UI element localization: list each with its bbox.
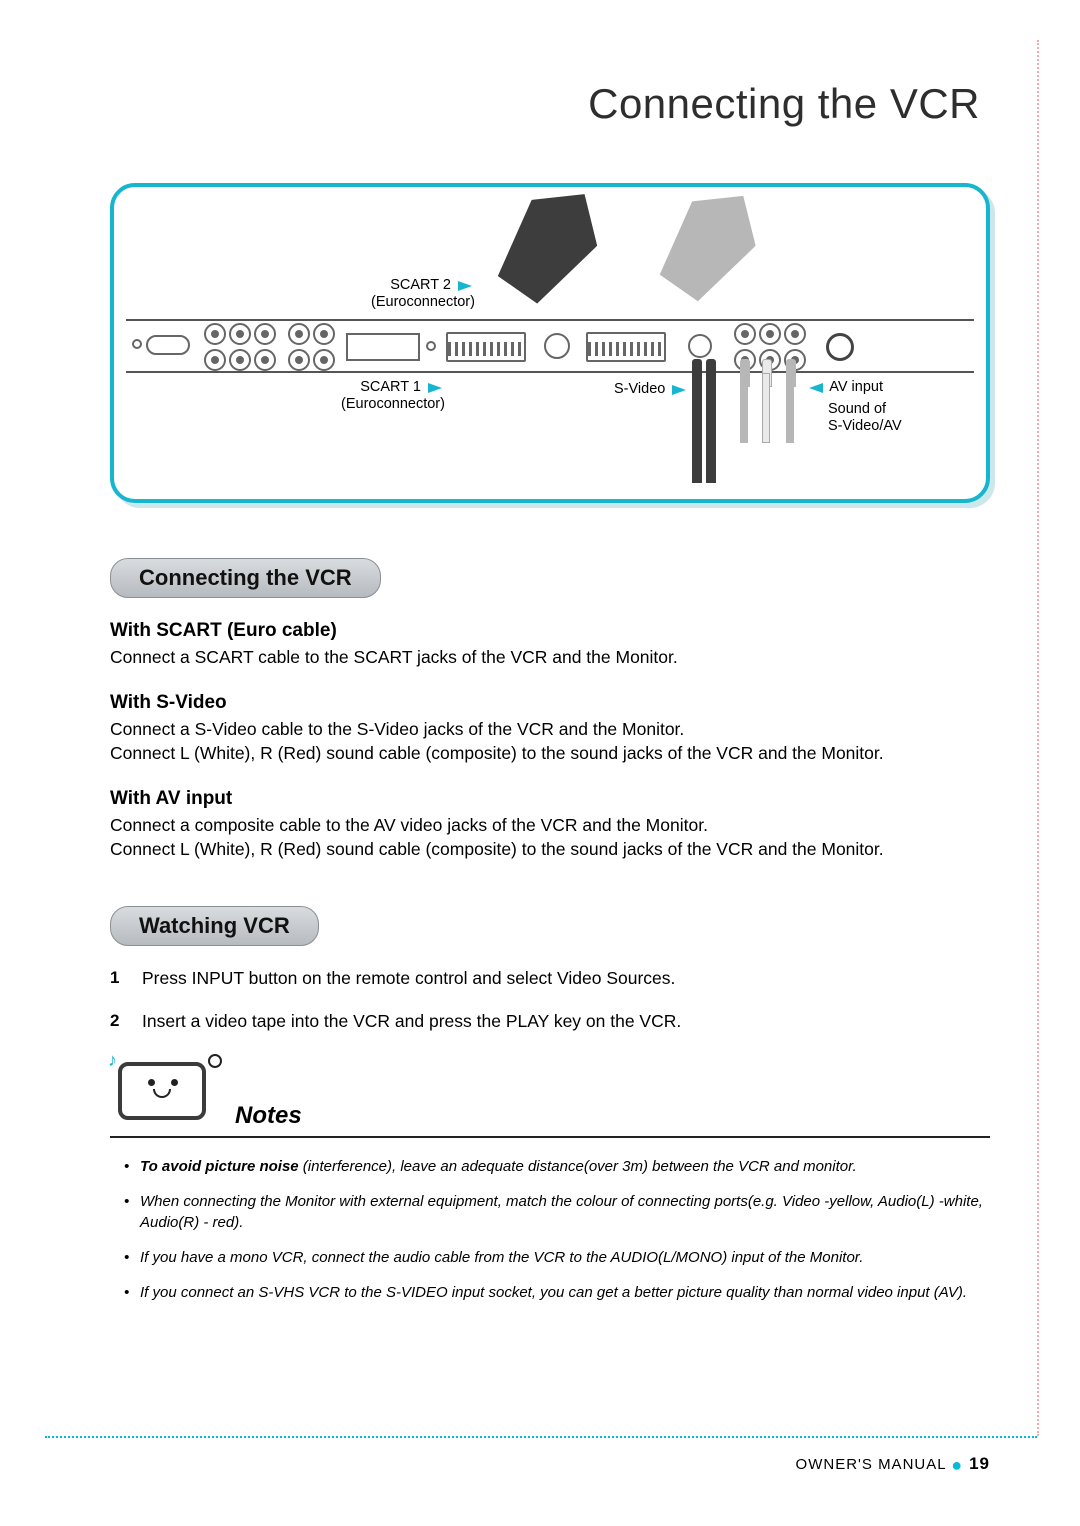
notes-block: ♪ Notes To avoid picture noise (interfer… — [110, 1054, 990, 1303]
cable-gray-ext — [740, 373, 748, 443]
cable-dark-ext — [692, 373, 702, 483]
sub-svideo-body: Connect a S-Video cable to the S-Video j… — [110, 717, 990, 766]
sub-av-head: With AV input — [110, 788, 990, 810]
svideo-port — [688, 334, 712, 358]
section-badge-connect: Connecting the VCR — [110, 558, 381, 598]
scart1-port — [446, 332, 526, 362]
ring-port — [544, 333, 570, 359]
label-svideo: S-Video — [614, 381, 689, 398]
notes-title: Notes — [235, 1102, 302, 1130]
section-badge-watch: Watching VCR — [110, 906, 319, 946]
rca-cluster-top-1 — [204, 323, 335, 345]
tv-character-icon: ♪ — [110, 1054, 220, 1134]
scart-plug-dark — [485, 171, 618, 313]
ant-port — [826, 333, 854, 361]
sub-scart-body: Connect a SCART cable to the SCART jacks… — [110, 645, 990, 670]
rca-cluster-bot-1 — [204, 349, 335, 371]
footer-page: 19 — [969, 1454, 990, 1473]
sub-svideo-head: With S-Video — [110, 692, 990, 714]
note-item: When connecting the Monitor with externa… — [140, 1191, 990, 1233]
sub-scart-head: With SCART (Euro cable) — [110, 620, 990, 642]
footer-label: OWNER'S MANUAL — [796, 1456, 947, 1473]
page-title: Connecting the VCR — [110, 80, 980, 128]
step-row: 1 Press INPUT button on the remote contr… — [110, 968, 990, 989]
dvi-port — [346, 333, 420, 361]
footer: OWNER'S MANUAL ● 19 — [796, 1454, 990, 1476]
cable-white-ext — [762, 373, 770, 443]
arrow-left-icon — [809, 383, 823, 393]
note-item: If you have a mono VCR, connect the audi… — [140, 1247, 990, 1268]
step-num: 2 — [110, 1011, 124, 1032]
cable-gray-ext2 — [786, 373, 794, 443]
sub-av-body: Connect a composite cable to the AV vide… — [110, 813, 990, 862]
scart2-port — [586, 332, 666, 362]
label-scart2: SCART 2 (Euroconnector) — [371, 277, 475, 310]
mini-port-block — [146, 335, 190, 355]
step-row: 2 Insert a video tape into the VCR and p… — [110, 1011, 990, 1032]
step-text: Press INPUT button on the remote control… — [142, 968, 675, 989]
note-item: If you connect an S-VHS VCR to the S-VID… — [140, 1282, 990, 1303]
cable-dark-ext2 — [706, 373, 716, 483]
connection-diagram: SCART 2 (Euroconnector) — [110, 183, 990, 503]
arrow-right-icon — [458, 281, 472, 291]
step-num: 1 — [110, 968, 124, 989]
notes-list: To avoid picture noise (interference), l… — [110, 1156, 990, 1303]
arrow-right-icon — [672, 385, 686, 395]
label-scart1: SCART 1 (Euroconnector) — [341, 379, 445, 412]
scart-plug-gray — [647, 174, 775, 311]
footer-dot-icon: ● — [951, 1455, 969, 1475]
label-sound: Sound ofS-Video/AV — [828, 401, 902, 434]
screw-ring — [426, 341, 436, 351]
port-rail — [126, 319, 974, 373]
bottom-dotted-rule — [45, 1436, 1037, 1438]
mini-port — [132, 339, 142, 349]
arrow-right-icon — [428, 383, 442, 393]
right-dotted-rule — [1037, 40, 1039, 1436]
note-item: To avoid picture noise (interference), l… — [140, 1156, 990, 1177]
rca-cluster-top-2 — [734, 323, 806, 345]
label-avinput: AV input — [806, 379, 883, 396]
step-text: Insert a video tape into the VCR and pre… — [142, 1011, 681, 1032]
